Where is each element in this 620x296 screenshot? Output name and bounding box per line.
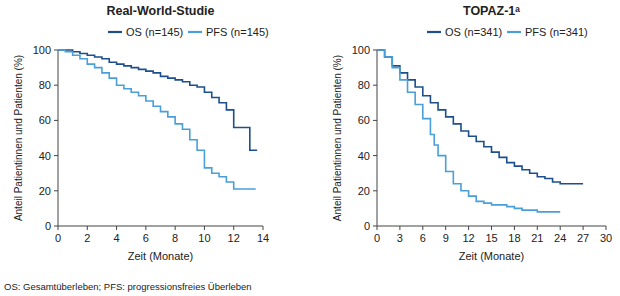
x-tick-label: 0 (55, 232, 61, 244)
x-tick-label: 0 (374, 232, 380, 244)
survival-curve (58, 50, 256, 189)
x-tick (422, 226, 423, 230)
x-tick-label: 6 (143, 232, 149, 244)
y-tick-label: 20 (358, 185, 370, 197)
survival-curve (58, 50, 257, 150)
y-tick-label: 20 (39, 185, 51, 197)
x-axis-label: Zeit (Monate) (459, 250, 524, 262)
y-tick (54, 155, 58, 156)
y-tick-label: 100 (33, 44, 51, 56)
x-tick (445, 226, 446, 230)
legend-label: OS (n=341) (445, 26, 502, 38)
x-tick-label: 3 (397, 232, 403, 244)
survival-curve (377, 50, 560, 212)
y-tick (54, 190, 58, 191)
y-tick-label: 60 (358, 114, 370, 126)
chart: TOPAZ-1ᵃ 0 20 40 60 80 100 0 3 6 9 12 15 18 21 24 27 30 Ze… (332, 4, 612, 262)
chart-title: TOPAZ-1ᵃ (463, 4, 520, 18)
x-tick-label: 12 (462, 232, 474, 244)
x-tick-label: 6 (420, 232, 426, 244)
y-tick-label: 60 (39, 114, 51, 126)
y-tick (373, 155, 377, 156)
y-axis-line (377, 50, 378, 226)
y-tick (373, 50, 377, 51)
y-tick (54, 120, 58, 121)
y-tick (54, 85, 58, 86)
x-tick-label: 30 (600, 232, 612, 244)
x-tick (399, 226, 400, 230)
y-tick-label: 80 (39, 79, 51, 91)
x-tick (491, 226, 492, 230)
x-tick (606, 226, 607, 230)
x-tick (87, 226, 88, 230)
x-tick-label: 8 (172, 232, 178, 244)
x-tick (233, 226, 234, 230)
y-axis-label: Anteil Patientinnen und Patienten (%) (13, 55, 24, 221)
x-tick-label: 14 (257, 232, 269, 244)
chart: Real-World-Studie 0 20 40 60 80 100 0 2 4 6 8 10 12 14… (13, 4, 269, 262)
x-tick-label: 27 (577, 232, 589, 244)
y-tick (373, 226, 377, 227)
y-tick (373, 120, 377, 121)
x-tick-label: 18 (508, 232, 520, 244)
y-axis-label: Anteil Patientinnen und Patienten (%) (332, 55, 343, 221)
chart-title: Real-World-Studie (106, 4, 214, 18)
x-tick-label: 4 (114, 232, 120, 244)
x-tick-label: 21 (531, 232, 543, 244)
x-tick (514, 226, 515, 230)
legend-swatch (427, 31, 441, 33)
x-axis-label: Zeit (Monate) (128, 250, 193, 262)
legend-swatch (507, 31, 521, 33)
x-tick-label: 9 (443, 232, 449, 244)
x-tick-label: 2 (84, 232, 90, 244)
legend-label: PFS (n=341) (525, 26, 588, 38)
x-tick (377, 226, 378, 230)
y-tick (54, 50, 58, 51)
figure: Real-World-Studie02040608010002468101214… (0, 0, 620, 296)
survival-curve (377, 50, 583, 184)
legend-swatch (108, 31, 122, 33)
y-axis-line (58, 50, 59, 226)
y-tick (54, 226, 58, 227)
y-tick-label: 40 (358, 150, 370, 162)
plot-area (58, 50, 257, 189)
x-tick (175, 226, 176, 230)
legend-label: PFS (n=145) (206, 26, 269, 38)
x-axis-line (58, 226, 263, 227)
x-tick-label: 10 (198, 232, 210, 244)
y-tick (373, 85, 377, 86)
y-tick-label: 80 (358, 79, 370, 91)
x-tick-label: 24 (554, 232, 566, 244)
x-tick (537, 226, 538, 230)
x-tick (58, 226, 59, 230)
x-tick (116, 226, 117, 230)
y-tick-label: 100 (352, 44, 370, 56)
x-tick (263, 226, 264, 230)
legend-label: OS (n=145) (126, 26, 183, 38)
x-tick (583, 226, 584, 230)
y-tick (373, 190, 377, 191)
y-tick-label: 40 (39, 150, 51, 162)
x-tick (468, 226, 469, 230)
x-tick (560, 226, 561, 230)
legend-swatch (188, 31, 202, 33)
y-tick-label: 0 (45, 220, 51, 232)
x-tick-label: 12 (228, 232, 240, 244)
x-tick-label: 15 (485, 232, 497, 244)
x-tick (204, 226, 205, 230)
x-tick (145, 226, 146, 230)
y-tick-label: 0 (364, 220, 370, 232)
footnote: OS: Gesamtüberleben; PFS: progressionsfr… (4, 281, 252, 292)
plot-area (377, 50, 583, 212)
